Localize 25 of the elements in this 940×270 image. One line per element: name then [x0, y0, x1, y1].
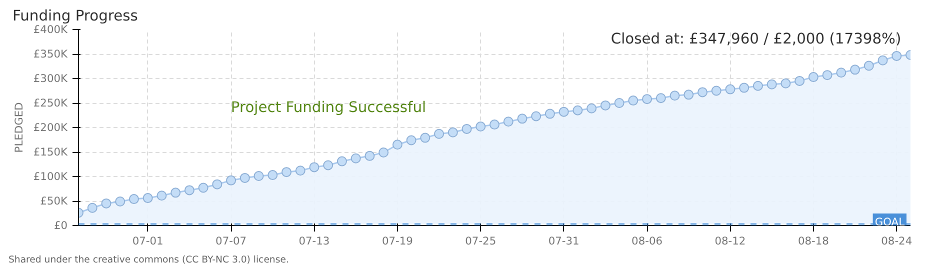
x-tick-label: 08-24 [881, 234, 912, 248]
y-tick-label: £400K [33, 23, 69, 36]
annotation: Project Funding Successful [230, 99, 426, 116]
x-tick-label: 07-19 [382, 234, 414, 248]
x-tick-label: 07-01 [132, 234, 164, 248]
ref-line-label: GOAL [874, 216, 905, 229]
y-tick-label: £250K [33, 96, 69, 110]
text: Shared under the creative commons (CC BY-NC 3.0) license. [8, 254, 289, 266]
x-tick-label: 08-12 [714, 234, 746, 248]
x-tick-label: 07-31 [548, 234, 580, 248]
chart-subtitle: Closed at: £347,960 / £2,000 (17398%) [610, 30, 902, 48]
x-tick-label: 07-07 [216, 234, 247, 248]
y-tick-label: £100K [33, 170, 69, 183]
y-tick-label: £300K [33, 72, 69, 85]
x-tick-label: 07-13 [298, 234, 330, 248]
x-tick-label: 08-06 [632, 234, 663, 248]
y-axis-title: PLEDGED [12, 102, 26, 153]
x-tick-label: 08-18 [798, 234, 830, 248]
y-tick-label: £350K [33, 48, 69, 60]
chart-title: Funding Progress [12, 8, 138, 24]
y-tick-label: £200K [33, 121, 69, 134]
y-tick-label: £150K [33, 146, 69, 158]
x-tick-label: 07-25 [465, 234, 496, 248]
y-tick-label: £0 [54, 219, 68, 232]
y-tick-label: £50K [40, 194, 69, 208]
